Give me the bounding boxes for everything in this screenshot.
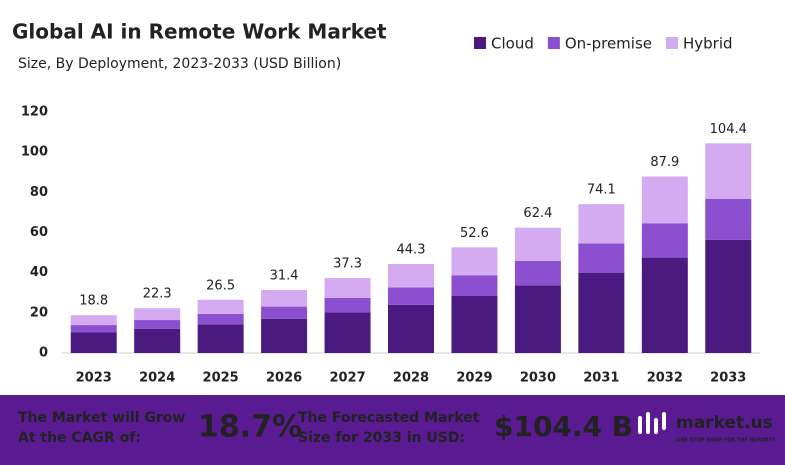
bar-segment xyxy=(578,204,625,244)
y-tick-label: 120 xyxy=(21,105,48,120)
bar-segment xyxy=(388,304,434,353)
brand-logo xyxy=(638,412,666,434)
brand-tagline: ONE STOP SHOP FOR THE REPORTS xyxy=(676,438,776,444)
footer-value: 18.7% xyxy=(198,410,302,445)
y-tick-label: 60 xyxy=(30,225,48,240)
bar-segment xyxy=(197,313,244,325)
x-tick-label: 2032 xyxy=(647,371,683,386)
bar-segment xyxy=(324,312,371,353)
total-label: 87.9 xyxy=(650,155,679,170)
footer-text: At the CAGR of: xyxy=(18,430,141,446)
x-tick-label: 2025 xyxy=(203,371,239,386)
footer-value: $104.4 B xyxy=(494,410,633,443)
bar-segment xyxy=(578,272,625,353)
bar-segment xyxy=(451,275,498,296)
footer-text: The Forecasted Market xyxy=(298,410,480,426)
bar-segment xyxy=(451,295,498,353)
bar-segment xyxy=(70,315,117,326)
legend-swatch xyxy=(474,37,486,49)
bar-segment xyxy=(578,243,625,273)
y-tick-label: 40 xyxy=(30,265,48,280)
bar-segment xyxy=(70,332,117,353)
bar-segment xyxy=(641,257,688,353)
total-label: 52.6 xyxy=(460,226,489,241)
bar-segment xyxy=(705,198,752,240)
legend-swatch xyxy=(547,37,560,49)
total-label: 74.1 xyxy=(587,183,616,198)
x-tick-label: 2029 xyxy=(456,371,492,386)
x-tick-label: 2024 xyxy=(139,371,175,386)
x-tick-label: 2030 xyxy=(520,371,556,386)
x-tick-label: 2026 xyxy=(266,371,302,386)
bar-segment xyxy=(705,239,752,353)
bar-segment xyxy=(134,320,181,329)
legend-swatch xyxy=(666,37,678,49)
bar-segment xyxy=(261,318,308,353)
total-label: 104.4 xyxy=(710,122,747,137)
y-tick-label: 20 xyxy=(30,305,48,320)
total-label: 22.3 xyxy=(143,287,172,302)
brand: market.us xyxy=(676,413,773,433)
total-label: 31.4 xyxy=(270,268,299,283)
bar-segment xyxy=(197,299,244,314)
chart-title: Global AI in Remote Work Market xyxy=(12,20,387,44)
x-tick-label: 2033 xyxy=(710,371,746,386)
footer: The Market will Grow At the CAGR of: 18.… xyxy=(18,410,776,447)
x-tick-label: 2031 xyxy=(583,371,619,386)
chart-subtitle: Size, By Deployment, 2023-2033 (USD Bill… xyxy=(18,56,341,72)
legend-label: On-premise xyxy=(565,35,652,53)
bar-segment xyxy=(514,227,561,261)
y-tick-label: 100 xyxy=(21,145,48,160)
total-label: 37.3 xyxy=(333,257,362,272)
bar-segment xyxy=(388,264,434,288)
footer-text: The Market will Grow xyxy=(18,410,185,426)
bar-segment xyxy=(324,297,371,313)
bar-segment xyxy=(134,308,181,321)
x-tick-label: 2028 xyxy=(393,371,429,386)
legend-label: Hybrid xyxy=(683,35,733,53)
bar-segment xyxy=(388,287,434,305)
bar-segment xyxy=(705,143,752,199)
total-label: 18.8 xyxy=(79,294,108,309)
total-label: 62.4 xyxy=(523,206,552,221)
total-label: 44.3 xyxy=(397,243,426,258)
bar-segment xyxy=(70,325,117,333)
legend-label: Cloud xyxy=(491,35,534,53)
bar-segment xyxy=(641,223,688,258)
bar-segment xyxy=(324,278,371,298)
bar-segment xyxy=(514,285,561,353)
footer-text: Size for 2033 in USD: xyxy=(298,430,465,446)
bar-segment xyxy=(641,176,688,224)
bar-segment xyxy=(197,324,244,353)
bar-segment xyxy=(261,289,308,307)
y-tick-label: 80 xyxy=(30,185,48,200)
y-tick-label: 0 xyxy=(39,346,48,361)
x-tick-label: 2023 xyxy=(76,371,112,386)
bar-segment xyxy=(261,306,308,319)
bar-segment xyxy=(451,247,498,276)
bar-segment xyxy=(514,260,561,286)
bar-segment xyxy=(134,328,181,353)
total-label: 26.5 xyxy=(206,278,235,293)
x-tick-label: 2027 xyxy=(329,371,365,386)
